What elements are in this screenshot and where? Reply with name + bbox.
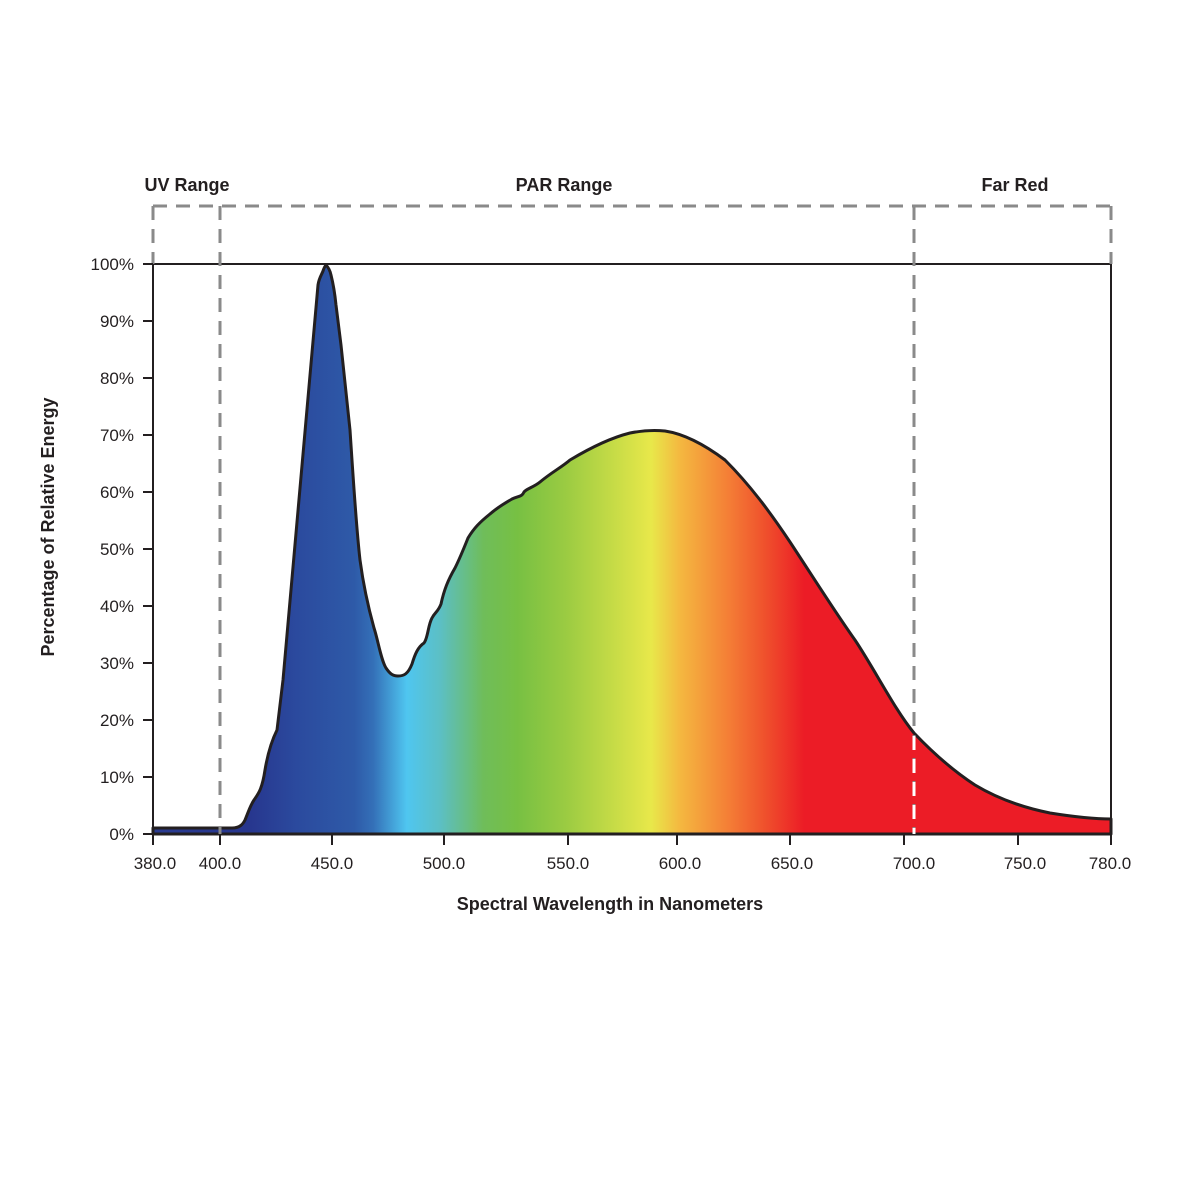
uv-range-label: UV Range — [144, 175, 229, 195]
svg-text:780.0: 780.0 — [1089, 854, 1132, 873]
svg-text:60%: 60% — [100, 483, 134, 502]
svg-text:20%: 20% — [100, 711, 134, 730]
svg-text:80%: 80% — [100, 369, 134, 388]
spectrum-area — [151, 263, 1113, 836]
svg-text:100%: 100% — [91, 255, 134, 274]
svg-text:70%: 70% — [100, 426, 134, 445]
x-axis-ticks — [152, 834, 1112, 845]
svg-text:40%: 40% — [100, 597, 134, 616]
svg-text:750.0: 750.0 — [1004, 854, 1047, 873]
svg-text:30%: 30% — [100, 654, 134, 673]
y-axis-labels: 0% 10% 20% 30% 40% 50% 60% 70% 80% 90% 1… — [91, 255, 134, 844]
y-axis-title: Percentage of Relative Energy — [38, 397, 58, 656]
y-axis-ticks — [143, 263, 153, 835]
svg-text:0%: 0% — [109, 825, 134, 844]
x-axis-title: Spectral Wavelength in Nanometers — [457, 894, 763, 914]
svg-text:50%: 50% — [100, 540, 134, 559]
far-red-label: Far Red — [981, 175, 1048, 195]
svg-text:550.0: 550.0 — [547, 854, 590, 873]
range-brackets — [151, 204, 1113, 834]
svg-text:10%: 10% — [100, 768, 134, 787]
par-range-label: PAR Range — [516, 175, 613, 195]
svg-text:400.0: 400.0 — [199, 854, 242, 873]
x-axis-labels: 380.0 400.0 450.0 500.0 550.0 600.0 650.… — [134, 854, 1132, 873]
svg-text:700.0: 700.0 — [893, 854, 936, 873]
svg-text:380.0: 380.0 — [134, 854, 177, 873]
svg-text:500.0: 500.0 — [423, 854, 466, 873]
svg-text:450.0: 450.0 — [311, 854, 354, 873]
svg-text:600.0: 600.0 — [659, 854, 702, 873]
svg-text:90%: 90% — [100, 312, 134, 331]
svg-text:650.0: 650.0 — [771, 854, 814, 873]
